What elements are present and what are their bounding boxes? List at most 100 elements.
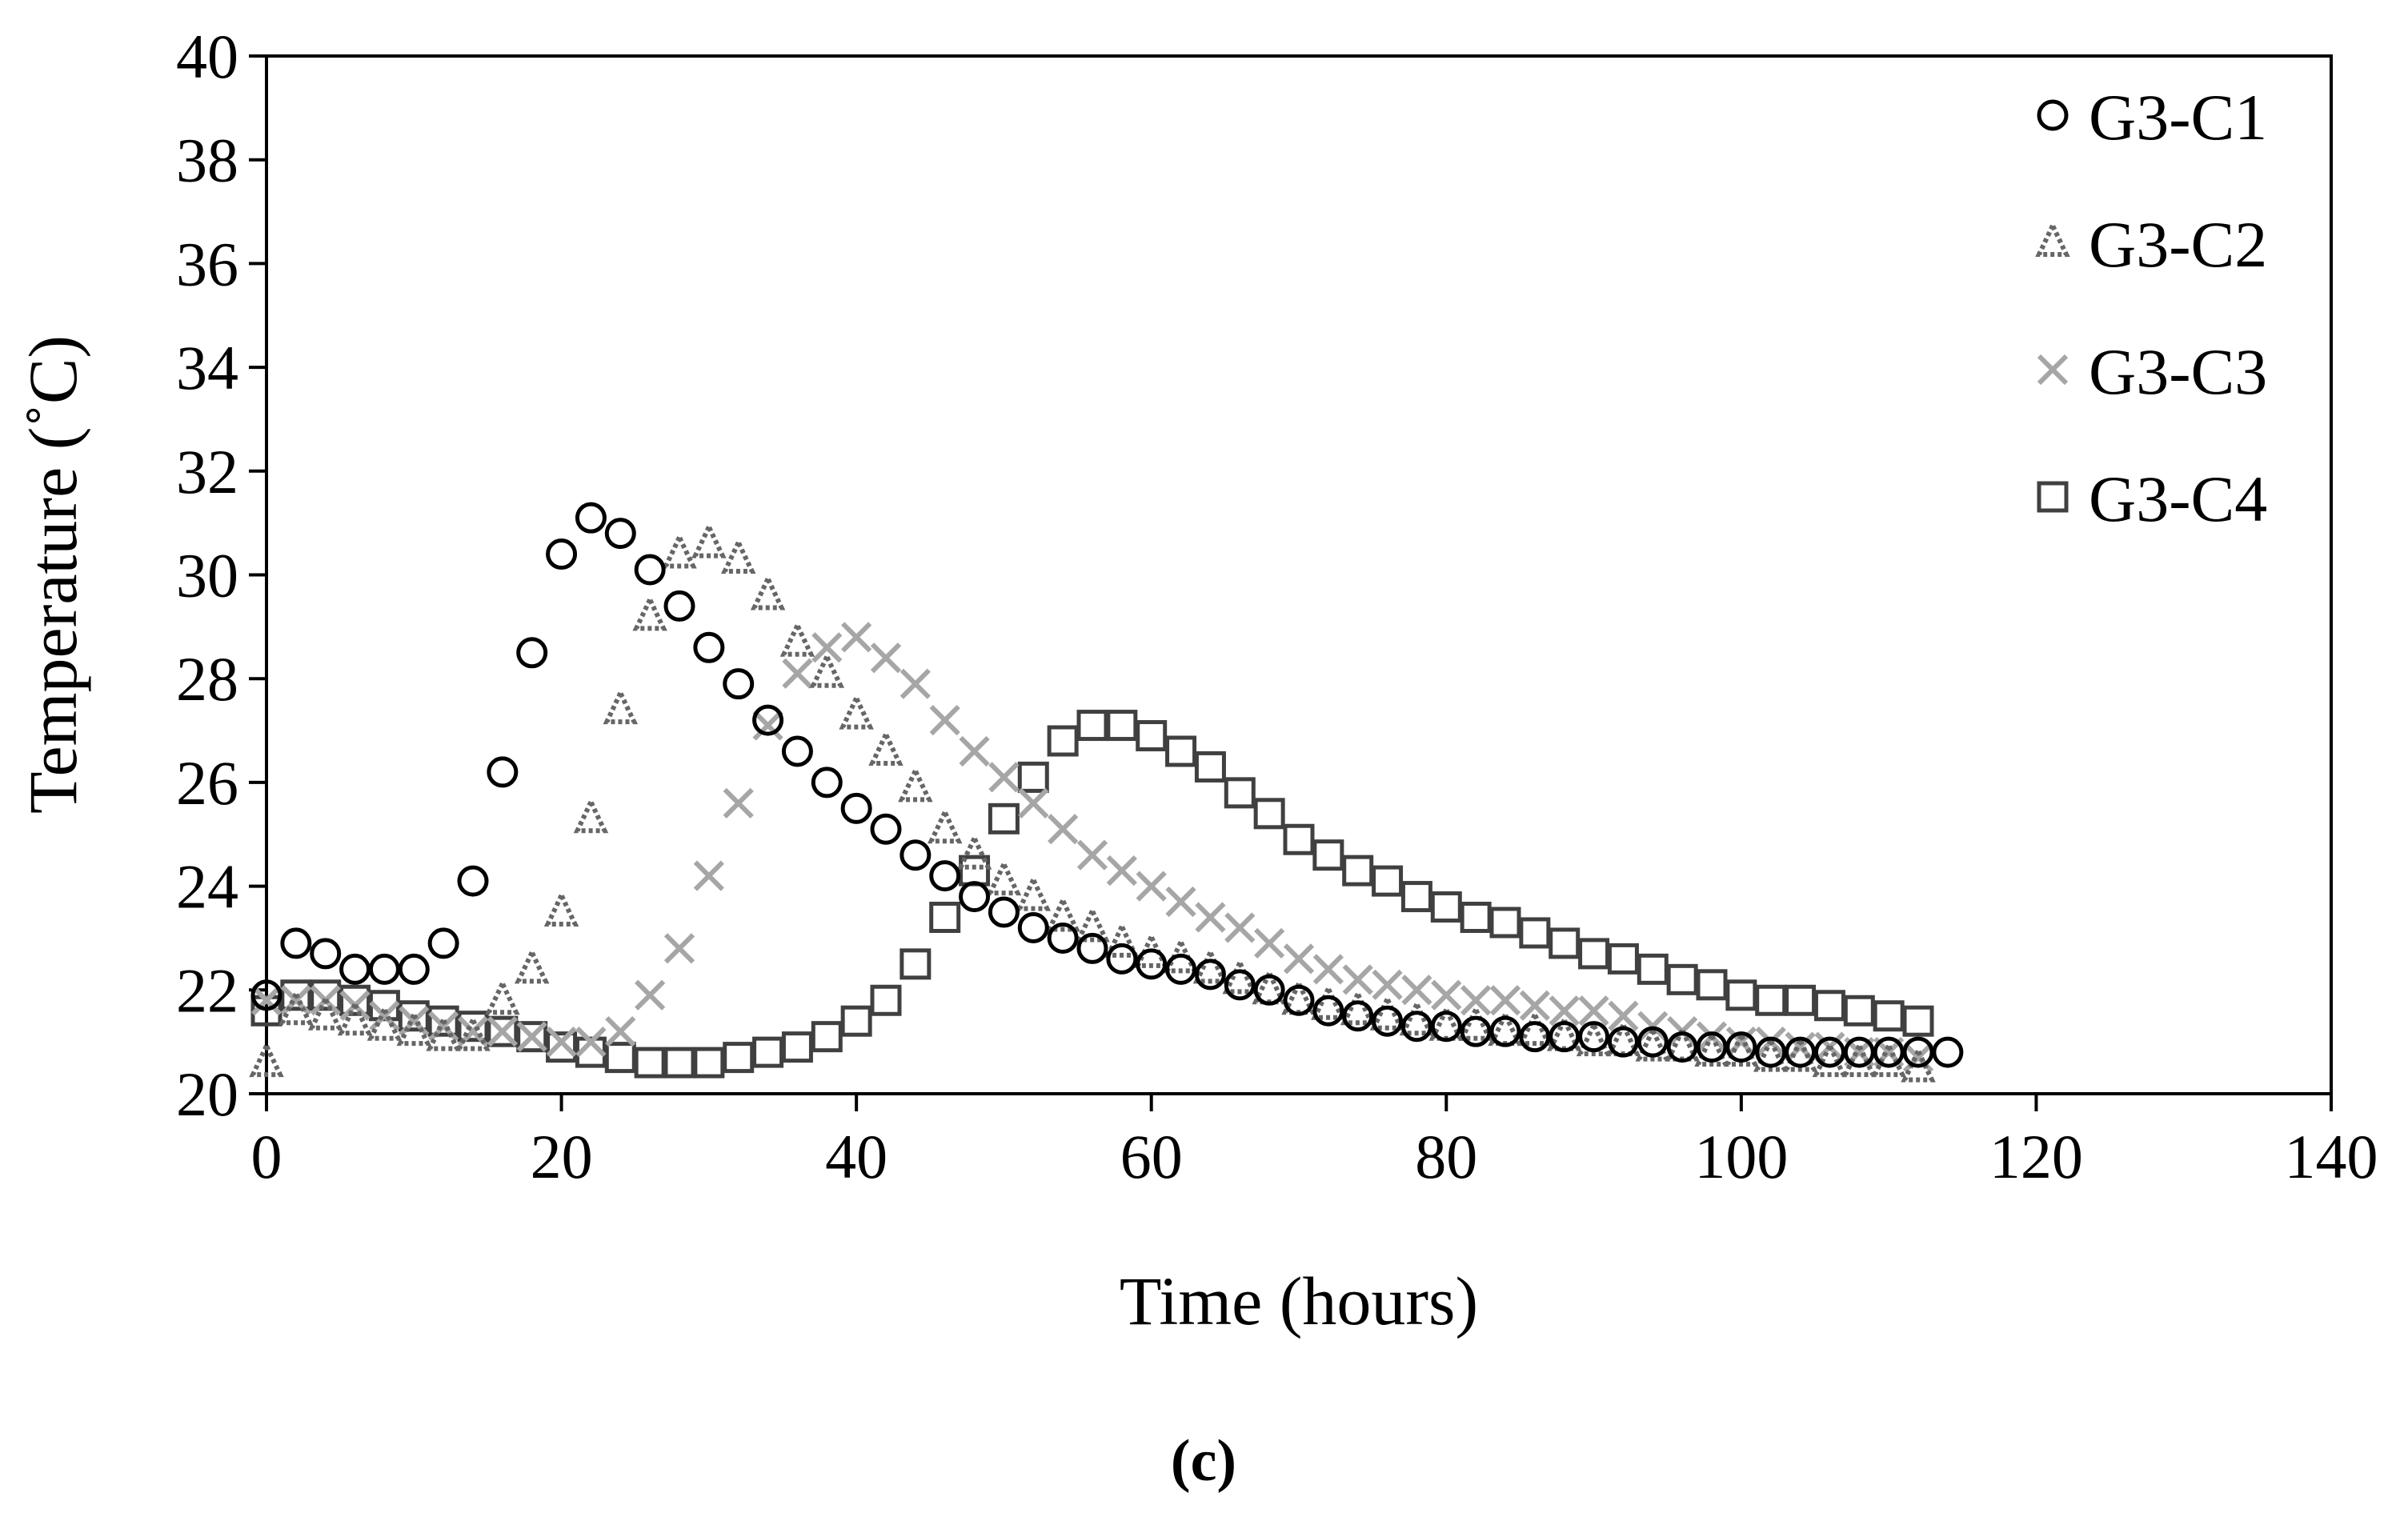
data-point [899,948,932,980]
x-tick-label: 0 [251,1122,282,1191]
data-point [841,622,872,653]
data-point [516,637,548,669]
data-point [1813,990,1845,1022]
data-point [1843,995,1875,1027]
data-point [868,728,904,766]
data-point [487,756,519,788]
data-point [1637,953,1669,985]
data-point [1400,881,1432,913]
data-point [1400,1011,1432,1043]
data-point [1755,1036,1787,1068]
data-point [575,502,607,534]
data-point [1106,943,1138,975]
data-point [1342,1000,1374,1032]
data-point [1431,979,1462,1011]
data-point [1136,720,1168,752]
figure-caption: (c) [1171,1428,1236,1494]
data-point [1578,938,1610,970]
legend: G3-C1 G3-C2 G3-C3 G3-C4 [2035,81,2267,535]
data-point [663,590,695,622]
data-series [249,502,1964,1083]
data-point [693,860,724,891]
x-tick-label: 140 [2285,1122,2378,1191]
data-point [723,787,754,819]
data-point [1136,871,1167,902]
data-point [604,518,636,550]
data-point [1812,1040,1848,1078]
data-point [1369,993,1405,1031]
data-point [1902,1005,1934,1037]
data-point [1519,917,1551,949]
data-point [310,979,342,1011]
y-tick-label: 40 [176,22,238,91]
data-point [1017,911,1049,943]
data-point [367,1003,403,1041]
data-point [870,813,902,845]
data-point [1283,823,1315,855]
data-point [811,1021,843,1053]
data-point [1222,957,1258,995]
data-point [339,953,371,985]
data-point [1194,959,1226,991]
data-point [1489,907,1521,939]
data-point [278,988,314,1026]
data-point [1666,963,1698,995]
data-point [1725,979,1757,1011]
data-point [1076,839,1108,871]
series-g3-c2 [249,521,1936,1083]
data-point [339,984,371,1016]
data-point [929,704,960,736]
data-point [723,668,755,700]
data-point [1785,984,1817,1016]
data-point [604,1042,636,1074]
data-point [1312,954,1344,985]
data-point [1194,750,1226,783]
data-point [899,668,931,699]
x-tick-label: 120 [1989,1122,2083,1191]
data-point [250,985,282,1016]
data-point [1460,1015,1492,1047]
data-point [693,1047,725,1079]
data-point [635,979,666,1011]
data-point [1017,761,1049,793]
data-point [1519,990,1550,1021]
data-point [781,735,813,767]
y-tick-label: 26 [176,748,238,818]
data-point [1902,1036,1934,1068]
legend-label: G3-C1 [2089,81,2267,154]
data-point [1018,787,1049,819]
data-point [1517,1009,1553,1047]
data-point [634,554,666,586]
data-point [1753,1035,1789,1072]
data-point [1372,969,1403,1000]
data-point [723,1042,755,1074]
data-point [1104,920,1140,958]
data-point [929,860,961,892]
data-point [546,1031,578,1063]
data-point [1873,1000,1905,1032]
data-point [782,658,813,689]
y-tick-label: 22 [176,955,238,1025]
data-point [1549,1021,1581,1053]
data-point [986,859,1022,896]
data-point [752,704,784,736]
data-point [988,803,1020,835]
series-g3-c3 [250,622,1934,1073]
data-point [605,1016,636,1047]
data-point [1576,1019,1612,1057]
data-point [634,1047,666,1079]
data-point [1192,947,1228,984]
data-point [1782,1035,1818,1072]
data-point [632,594,667,631]
data-point [779,619,815,657]
data-point [1342,964,1373,995]
y-axis-title: Temperature (˚C) [14,335,91,814]
x-tick-label: 80 [1415,1122,1477,1191]
data-point [1106,855,1137,887]
data-point [1578,995,1609,1027]
data-point [1195,902,1226,933]
data-point [1047,922,1079,954]
data-point [1696,969,1728,1001]
y-tick-label: 28 [176,644,238,714]
data-point [426,1014,461,1051]
